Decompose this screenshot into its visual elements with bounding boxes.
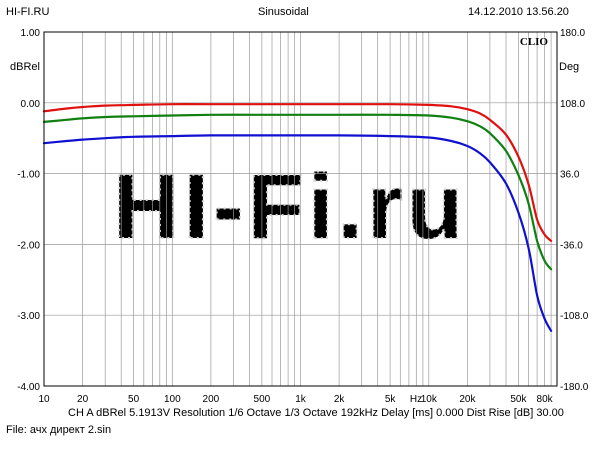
header-source-label: HI-FI.RU <box>6 6 50 18</box>
x-tick-label: 80k <box>537 394 554 405</box>
series-line-1 <box>42 103 553 242</box>
x-tick-label: 20k <box>459 394 476 405</box>
x-tick-label: 50 <box>128 394 140 405</box>
x-tick-label: 100 <box>164 394 181 405</box>
x-tick-label: 200 <box>203 394 220 405</box>
chart-title: Sinusoidal <box>258 6 309 18</box>
x-tick-label: 50k <box>510 394 527 405</box>
plot-frame <box>43 31 558 387</box>
y-tick-label: -2.00 <box>17 240 40 251</box>
x-tick-label: 10k <box>421 394 438 405</box>
y2-tick-label: 180.0 <box>560 28 585 39</box>
x-tick-label: 2k <box>334 394 346 405</box>
series-line-2 <box>42 113 553 271</box>
x-tick-labels: 10 20 50 100 200 500 1k 2k 5k 10k 20k 50k 80k <box>38 394 553 405</box>
x-tick-label: 20 <box>77 394 89 405</box>
y-tick-label: -4.00 <box>17 382 40 393</box>
y2-tick-label: -36.0 <box>560 240 583 251</box>
grid <box>44 32 557 386</box>
series-lines <box>42 103 553 332</box>
y-axis-label: dBRel <box>10 61 40 73</box>
x-tick-label: 500 <box>254 394 271 405</box>
y2-tick-label: 36.0 <box>560 170 580 181</box>
y-tick-labels: 1.00 0.00 -1.00 -2.00 -3.00 -4.00 <box>17 28 40 393</box>
x-tick-label: 10 <box>38 394 50 405</box>
y-tick-label: -3.00 <box>17 311 40 322</box>
header-timestamp: 14.12.2010 13.56.20 <box>468 6 569 18</box>
x-axis-label: Hz <box>410 394 422 405</box>
series-line-3 <box>42 134 553 332</box>
file-name: File: ачх директ 2.sin <box>6 424 112 436</box>
y-tick-label: 1.00 <box>21 28 41 39</box>
brand-logo: CLIO <box>520 36 549 48</box>
y-tick-label: -1.00 <box>17 170 40 181</box>
measurement-settings: CH A dBRel 5.1913V Resolution 1/6 Octave… <box>68 407 564 419</box>
x-tick-label: 5k <box>385 394 397 405</box>
y2-axis-label: Deg <box>559 61 580 73</box>
y2-tick-labels: 180.0 108.0 36.0 -36.0 -108.0 -180.0 <box>560 28 589 393</box>
y2-tick-label: -180.0 <box>560 382 589 393</box>
y2-tick-label: -108.0 <box>560 311 589 322</box>
y-tick-label: 0.00 <box>21 99 41 110</box>
x-tick-label: 1k <box>295 394 307 405</box>
y2-tick-label: 108.0 <box>560 99 585 110</box>
